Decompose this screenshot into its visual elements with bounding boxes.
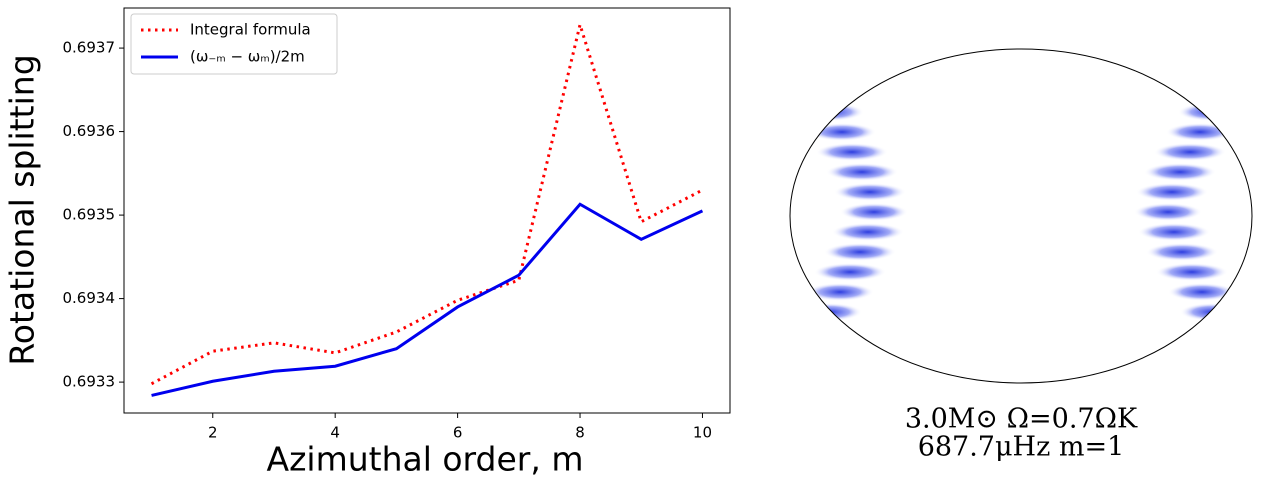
y-tick-label: 0.6934 — [63, 289, 116, 307]
legend-label: (ω₋ₘ − ωₘ)/2m — [190, 48, 305, 66]
x-tick-label: 8 — [575, 424, 585, 442]
stripes-right — [1134, 64, 1252, 360]
mode-image — [790, 64, 1252, 360]
y-tick-label: 0.6933 — [63, 373, 116, 391]
y-tick-label: 0.6937 — [63, 39, 116, 57]
caption-line: 687.7μHz m=1 — [918, 432, 1125, 463]
series-line — [150, 19, 704, 386]
legend-label: Integral formula — [190, 21, 311, 39]
x-tick-label: 10 — [693, 424, 712, 442]
stripes-left — [790, 64, 908, 360]
plot-area: 2 4 6 8 10 0.6933 0.6934 0.6935 0.6936 0.6937 — [63, 19, 712, 442]
y-tick-label: 0.6935 — [63, 206, 116, 224]
y-tick-label: 0.6936 — [63, 122, 116, 140]
legend-frame — [130, 13, 338, 75]
series-line — [151, 202, 704, 397]
caption-line: 3.0M⊙ Ω=0.7ΩK — [905, 404, 1138, 435]
x-tick-label: 6 — [453, 424, 463, 442]
x-tick-label: 4 — [330, 424, 340, 442]
legend: Integral formula (ω₋ₘ − ωₘ)/2m — [130, 13, 338, 75]
x-tick-label: 2 — [208, 424, 218, 442]
x-axis-label: Azimuthal order, m — [267, 440, 584, 479]
plot-frame — [123, 7, 731, 414]
star-outline — [789, 48, 1253, 384]
y-axis-label: Rotational splitting — [3, 54, 42, 365]
